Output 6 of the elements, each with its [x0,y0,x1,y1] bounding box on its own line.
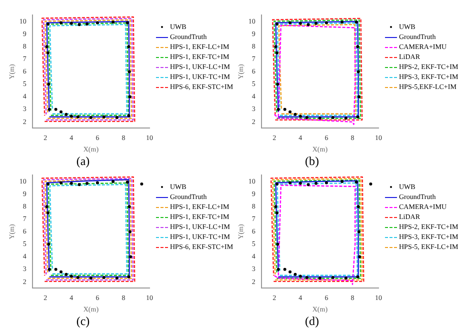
text: (d) [304,314,320,328]
line-series [274,184,356,286]
text: (a) [75,154,91,168]
text: (b) [304,154,320,168]
text: (c) [75,314,91,328]
line-series [274,24,356,126]
